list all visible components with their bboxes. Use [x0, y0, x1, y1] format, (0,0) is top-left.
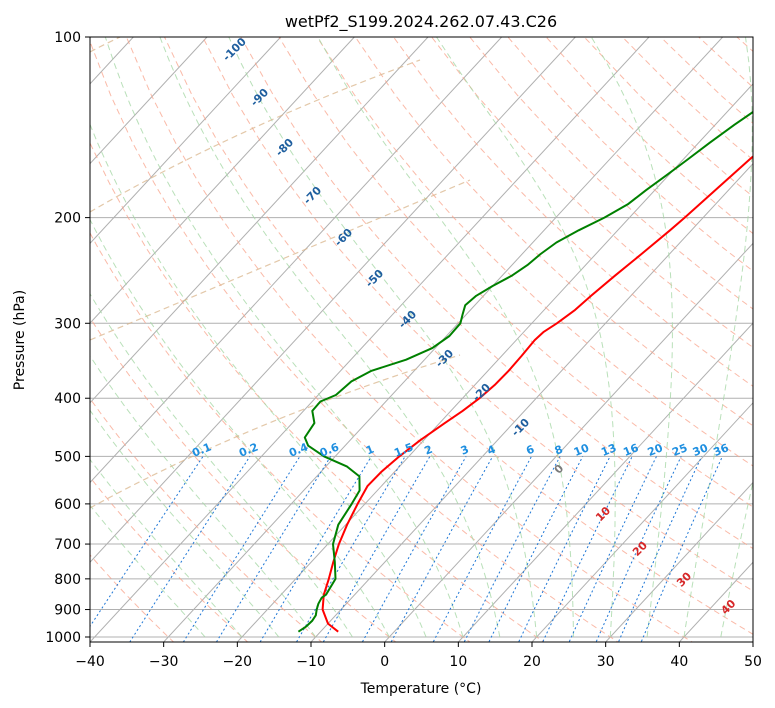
mixing-ratio-label: 13: [599, 441, 618, 459]
dry-adiabat-line: [431, 37, 753, 348]
dry-adiabat-line: [90, 40, 619, 642]
isotherm-lines: [90, 37, 753, 642]
x-tick-label: −20: [223, 654, 253, 670]
isotherm-line: [457, 322, 753, 642]
mixing-ratio-label: 8: [553, 443, 565, 458]
x-tick-label: 30: [597, 654, 615, 670]
isotherm-line: [236, 83, 753, 642]
mixing-ratio-label: 1: [364, 443, 376, 458]
x-axis-title: Temperature (°C): [360, 681, 482, 697]
isotherm-line: [604, 481, 753, 642]
mixing-ratio-line: [595, 456, 682, 642]
moist-adiabat-line: [436, 37, 616, 638]
axes: −40 −30 −20 −10 0 10 20 30 40 50 100 200 300 400 500 60…: [45, 30, 762, 670]
mixing-ratio-line: [542, 456, 633, 642]
dry-adiabat-line: [90, 554, 175, 642]
x-tick-label: −40: [75, 654, 105, 670]
pressure-gridlines: [90, 37, 753, 638]
isotherm-line: [90, 37, 208, 165]
ccl-arc-line: [90, 179, 471, 341]
mixing-ratio-label: 3: [459, 443, 471, 458]
isotherm-line: [90, 37, 650, 642]
dry-adiabat-line: [393, 37, 753, 387]
ccl-arc-line: [90, 354, 461, 509]
mixing-ratio-line: [617, 456, 703, 642]
mixing-ratio-label: 2: [423, 443, 435, 458]
dry-adiabat-line: [125, 37, 693, 642]
dry-adiabat-line: [90, 141, 545, 642]
y-tick-label: 300: [54, 316, 81, 332]
mixing-ratio-line: [129, 456, 251, 642]
x-tick-label: 40: [670, 654, 688, 670]
dry-adiabat-line: [90, 476, 249, 642]
moist-adiabat-line: [90, 409, 280, 638]
dry-adiabat-line: [90, 231, 471, 642]
moist-adiabat-line: [159, 37, 501, 638]
y-axis-title: Pressure (hPa): [12, 290, 28, 390]
moist-adiabat-line: [90, 123, 427, 638]
mixing-ratio-line: [215, 456, 332, 642]
dry-adiabat-line: [469, 37, 753, 310]
plot-frame: [89, 36, 754, 643]
y-tick-label: 1000: [45, 630, 81, 646]
x-tick-label: 50: [744, 654, 762, 670]
y-tick-label: 100: [54, 30, 81, 46]
x-tick-label: −10: [296, 654, 326, 670]
dry-adiabat-line: [90, 397, 323, 642]
moist-adiabat-line: [317, 37, 574, 638]
y-tick-label: 700: [54, 537, 81, 553]
dry-adiabat-line: [240, 37, 753, 550]
x-tick-label: 10: [449, 654, 467, 670]
y-tick-label: 500: [54, 449, 81, 465]
moist-adiabat-line: [590, 37, 673, 638]
x-tick-label: 0: [380, 654, 389, 670]
moist-adiabat-line: [90, 355, 317, 638]
mixing-ratio-label: 16: [621, 441, 640, 459]
x-tick-label: −30: [149, 654, 179, 670]
moist-adiabat-line: [683, 37, 753, 638]
mixing-ratio-label: 10: [572, 441, 591, 459]
moist-adiabat-line: [228, 37, 538, 638]
dry-adiabat-lines: [90, 37, 753, 642]
mixing-ratio-line: [361, 456, 467, 642]
y-tick-label: 400: [54, 391, 81, 407]
y-tick-label: 800: [54, 572, 81, 588]
dry-adiabat-line: [164, 37, 753, 635]
mixing-ratio-line: [640, 456, 723, 642]
moist-adiabat-line: [90, 218, 390, 638]
y-tick-label: 200: [54, 211, 81, 227]
mixing-ratio-line: [568, 456, 657, 642]
mixing-ratio-line: [182, 456, 301, 642]
isotherm-line: [531, 402, 753, 642]
ccl-arc-line: [90, 59, 421, 213]
isotherm-line: [90, 37, 429, 404]
dry-adiabat-line: [202, 37, 753, 592]
plot-area: 0.1 0.2 0.4 0.6 1 1.5 2 3 4 6 8 10 13 16 20 25 30 36-100-…: [90, 37, 753, 642]
isotherm-line: [90, 37, 503, 484]
mixing-ratio-line: [463, 456, 561, 642]
isotherm-line: [90, 37, 282, 245]
ccl-arc-line: [90, 37, 122, 53]
x-tick-label: 20: [523, 654, 541, 670]
mixing-ratio-label: 30: [691, 441, 710, 459]
mixing-ratio-line: [488, 456, 584, 642]
dry-adiabat-line: [278, 37, 753, 508]
isotherm-line: [383, 242, 753, 642]
mixing-ratio-label: 36: [712, 441, 731, 459]
ccl-arc-lines: [90, 37, 471, 509]
isotherm-line: [90, 37, 576, 564]
chart-title: wetPf2_S199.2024.262.07.43.C26: [285, 12, 557, 32]
mixing-ratio-line: [259, 456, 372, 642]
mixing-ratio-label: 20: [646, 441, 665, 459]
dry-adiabat-line: [354, 37, 753, 427]
dewpoint-series-line: [297, 110, 753, 633]
y-tick-label: 600: [54, 497, 81, 513]
y-tick-label: 900: [54, 603, 81, 619]
moist-adiabat-line: [104, 37, 464, 638]
isotherm-line: [90, 37, 355, 324]
moist-adiabat-line: [720, 479, 753, 638]
mixing-ratio-label: 25: [670, 441, 689, 459]
